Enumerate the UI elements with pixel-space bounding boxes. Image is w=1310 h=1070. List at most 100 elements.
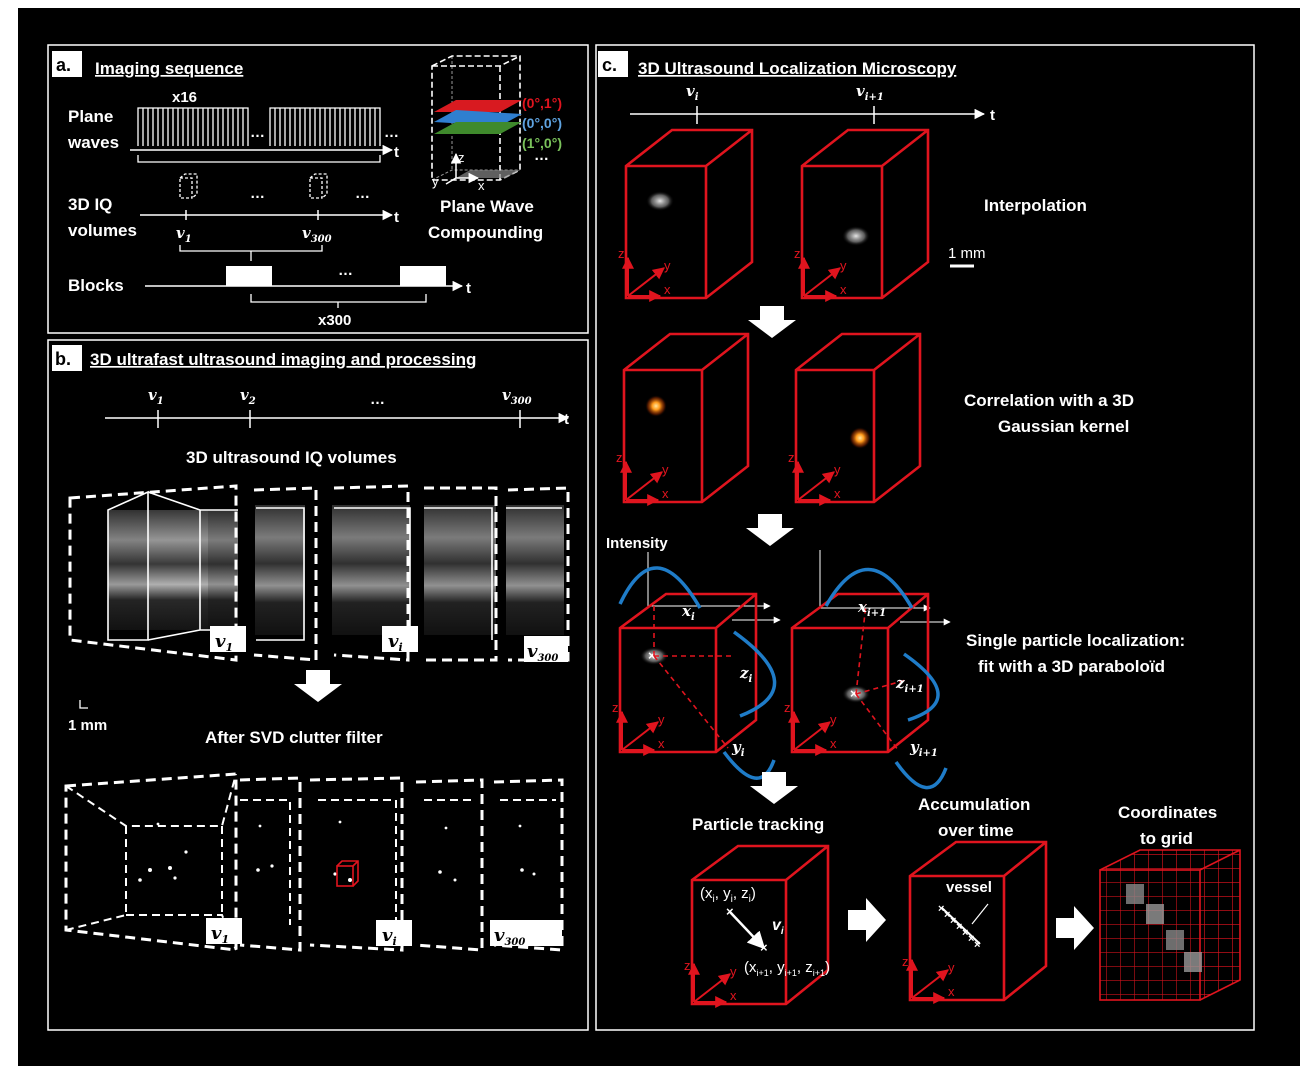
panel-b: b. 3D ultrafast ultrasound imaging and p… (47, 339, 589, 1031)
vessel-label: vessel (946, 879, 992, 896)
angle-blue: (0°,0°) (522, 115, 562, 131)
coord-i1: (xi+1, yi+1, zi+1) (744, 959, 830, 978)
coord-i: (xi, yi, zi) (700, 885, 756, 905)
xi1-label: xi+1 (857, 598, 886, 619)
compounding-volume: z y x (431, 55, 522, 193)
coordinate-grid (1099, 849, 1241, 1001)
row2-z-2: z (788, 450, 795, 465)
iq-v300: v300 (302, 224, 332, 245)
step-accumulation-2: over time (938, 821, 1014, 840)
panel-b-frame (47, 339, 589, 1031)
svg-text:×: × (726, 904, 734, 919)
row3-y-2: y (830, 712, 837, 727)
row1-axes (622, 256, 841, 302)
svd-title: After SVD clutter filter (205, 728, 383, 747)
panel-c-title: 3D Ultrasound Localization Microscopy (638, 59, 957, 78)
tracking-cube: × × z y x (684, 844, 830, 1008)
svg-text:×: × (850, 686, 858, 701)
compounding-axis-z: z (458, 150, 465, 165)
panel-b-v1: v1 (148, 386, 164, 407)
row3-axes-2 (788, 710, 831, 756)
angle-green: (1°,0°) (522, 135, 562, 151)
yi1-label: yi+1 (909, 738, 938, 759)
yi-label: yi (731, 738, 745, 759)
row2-x-1: x (662, 486, 669, 501)
localization-cube-1: × z y x (612, 552, 781, 780)
panel-c: c. 3D Ultrasound Localization Microscopy… (595, 44, 1255, 1031)
row1-y-1: y (664, 258, 671, 273)
zi-label: zi (739, 664, 753, 685)
step-coords-2: to grid (1140, 829, 1193, 848)
panel-a: a. Imaging sequence Plane waves x16 … … … (47, 44, 589, 334)
iq-mini-volumes (179, 173, 328, 199)
step-localization-2: fit with a 3D paraboloïd (978, 657, 1165, 676)
repeat-blocks: x300 (318, 312, 351, 329)
step-accumulation-1: Accumulation (918, 795, 1030, 814)
svd-volume-vi-tag: vi (382, 925, 397, 948)
panel-b-scale: 1 mm (68, 700, 107, 734)
row1-cubes (624, 128, 930, 300)
localization-cube-2: × z y x (784, 550, 951, 790)
row3-axes-1 (616, 710, 659, 756)
row4-y-2: y (948, 960, 955, 975)
row1-down-arrow (748, 306, 796, 338)
panel-c-vi: vi (686, 82, 699, 103)
panel-b-v300: v300 (502, 386, 532, 407)
pulse-ellipsis-2: … (384, 124, 399, 141)
row2-cubes (622, 332, 922, 504)
compounding-axis-x: x (478, 178, 485, 193)
iq-volume-v300-tag: v300 (527, 641, 558, 664)
blocks-ellipsis: … (338, 262, 353, 279)
row3-z-1: z (612, 700, 619, 715)
panel-a-frame (47, 44, 589, 334)
svg-text:×: × (944, 909, 950, 921)
iq-t: t (394, 209, 399, 226)
iq-ellipsis-1: … (250, 185, 265, 202)
angle-ellipsis: … (534, 147, 549, 164)
panel-b-title: 3D ultrafast ultrasound imaging and proc… (90, 350, 476, 369)
row3-down-arrow (750, 772, 798, 804)
row2-axes (620, 460, 835, 506)
panel-a-label: a. (56, 55, 71, 75)
step-localization-1: Single particle localization: (966, 631, 1185, 650)
repeat-top: x16 (172, 89, 197, 106)
row2-z-1: z (616, 450, 623, 465)
pulse-ellipsis-1: … (250, 124, 265, 141)
row2-down-arrow (746, 514, 794, 546)
row4-x-1: x (730, 988, 737, 1003)
block-1 (226, 266, 272, 286)
row3-x-2: x (830, 736, 837, 751)
plane-waves-label-1: Plane (68, 107, 113, 126)
svg-text:×: × (938, 903, 944, 915)
svg-text:×: × (968, 933, 974, 945)
iq-v1: v1 (176, 224, 192, 245)
iq-volume-v1-tag: v1 (215, 631, 233, 654)
row4-arrow-1 (848, 898, 886, 942)
angle-red: (0°,1°) (522, 95, 562, 111)
svg-text:×: × (962, 927, 968, 939)
iq-label-1: 3D IQ (68, 195, 112, 214)
iq-label-2: volumes (68, 221, 137, 240)
panel-b-label: b. (55, 349, 71, 369)
row4-x-2: x (948, 984, 955, 999)
svd-volumes-row: v1 vi v300 (64, 772, 564, 952)
row2-y-2: y (834, 462, 841, 477)
row1-z-2: z (794, 246, 801, 261)
row4-arrow-2 (1056, 906, 1094, 950)
step-tracking: Particle tracking (692, 815, 824, 834)
panel-c-scale-label: 1 mm (948, 245, 986, 262)
blocks-t: t (466, 280, 471, 297)
plane-waves-t: t (394, 144, 399, 161)
zi1-label: zi+1 (895, 674, 924, 695)
compounding-axis-y: y (432, 174, 439, 189)
compounding-title-1: Plane Wave (440, 197, 534, 216)
row1-y-2: y (840, 258, 847, 273)
row3-y-1: y (658, 712, 665, 727)
panel-b-down-arrow (294, 670, 342, 702)
intensity-label: Intensity (606, 535, 668, 552)
panel-c-label: c. (602, 55, 617, 75)
step-correlation-1: Correlation with a 3D (964, 391, 1134, 410)
block-300 (400, 266, 446, 286)
row1-z-1: z (618, 246, 625, 261)
